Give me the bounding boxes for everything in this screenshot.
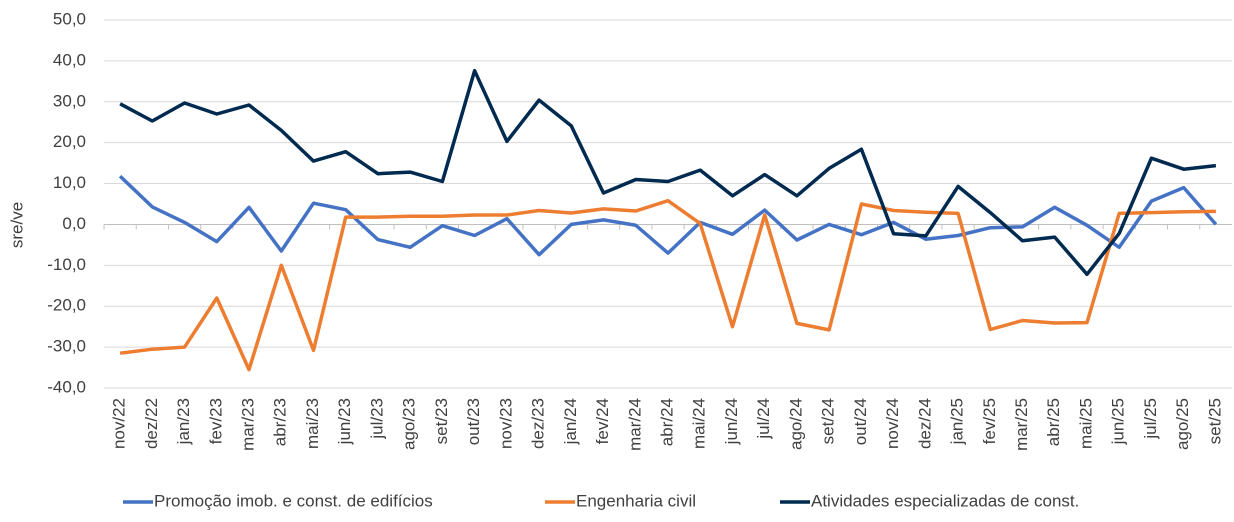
x-tick-label: set/25 xyxy=(1205,398,1224,444)
y-tick-label: 20,0 xyxy=(53,132,86,151)
x-tick-label: jul/23 xyxy=(367,398,386,440)
x-tick-label: jun/24 xyxy=(722,398,741,445)
y-tick-label: -40,0 xyxy=(47,377,86,396)
x-tick-label: fev/23 xyxy=(206,398,225,444)
x-tick-label: dez/24 xyxy=(915,398,934,449)
x-tick-label: jan/24 xyxy=(561,398,580,445)
x-tick-label: jun/25 xyxy=(1109,398,1128,445)
x-tick-label: set/23 xyxy=(432,398,451,444)
x-tick-label: abr/25 xyxy=(1044,398,1063,446)
series-line xyxy=(118,174,1218,257)
y-tick-label: 0,0 xyxy=(62,214,86,233)
x-tick-label: ago/25 xyxy=(1173,398,1192,450)
y-tick-label: -20,0 xyxy=(47,296,86,315)
x-tick-label: ago/24 xyxy=(786,398,805,450)
x-tick-label: abr/23 xyxy=(271,398,290,446)
x-tick-label: nov/24 xyxy=(883,398,902,449)
x-tick-label: jun/23 xyxy=(335,398,354,445)
x-tick-label: dez/22 xyxy=(142,398,161,449)
legend-label: Engenharia civil xyxy=(576,491,696,510)
x-tick-label: out/24 xyxy=(851,398,870,445)
x-tick-label: abr/24 xyxy=(657,398,676,446)
legend-label: Atividades especializadas de const. xyxy=(811,491,1079,510)
y-axis-label: sre/ve xyxy=(7,202,26,248)
series-line xyxy=(119,68,1217,277)
x-tick-label: mai/23 xyxy=(303,398,322,449)
x-tick-label: set/24 xyxy=(819,398,838,444)
x-tick-label: out/23 xyxy=(464,398,483,445)
x-tick-label: jul/24 xyxy=(754,398,773,440)
x-tick-label: mar/25 xyxy=(1012,398,1031,451)
y-tick-label: 10,0 xyxy=(53,173,86,192)
y-tick-label: -30,0 xyxy=(47,337,86,356)
x-tick-label: mai/24 xyxy=(690,398,709,449)
x-tick-label: fev/24 xyxy=(593,398,612,444)
y-tick-label: 30,0 xyxy=(53,91,86,110)
y-tick-label: 50,0 xyxy=(53,9,86,28)
x-tick-label: nov/22 xyxy=(110,398,129,449)
x-tick-label: fev/25 xyxy=(980,398,999,444)
x-tick-label: jan/23 xyxy=(174,398,193,445)
x-tick-label: mai/25 xyxy=(1076,398,1095,449)
y-tick-label: 40,0 xyxy=(53,50,86,69)
x-tick-label: jan/25 xyxy=(948,398,967,445)
legend-label: Promoção imob. e const. de edifícios xyxy=(154,491,433,510)
x-tick-label: nov/23 xyxy=(496,398,515,449)
x-tick-label: mar/24 xyxy=(625,398,644,451)
x-tick-label: dez/23 xyxy=(529,398,548,449)
x-tick-label: ago/23 xyxy=(400,398,419,450)
x-tick-label: jul/25 xyxy=(1141,398,1160,440)
x-tick-label: mar/23 xyxy=(239,398,258,451)
series-line xyxy=(119,198,1216,372)
y-tick-label: -10,0 xyxy=(47,255,86,274)
